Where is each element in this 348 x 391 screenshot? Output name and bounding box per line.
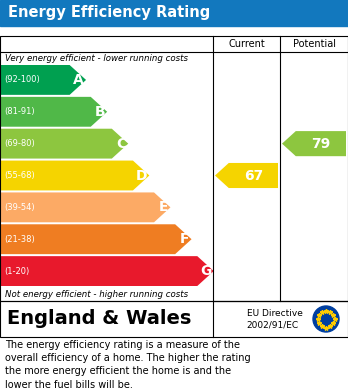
Text: 67: 67 [244,169,263,183]
Text: England & Wales: England & Wales [7,310,191,328]
Text: EU Directive
2002/91/EC: EU Directive 2002/91/EC [247,308,303,329]
Polygon shape [0,161,149,190]
Text: (1-20): (1-20) [4,267,29,276]
Text: (21-38): (21-38) [4,235,35,244]
Circle shape [313,306,339,332]
Text: (92-100): (92-100) [4,75,40,84]
Polygon shape [282,131,346,156]
Text: G: G [200,264,212,278]
Text: F: F [180,232,190,246]
Bar [0,0,348,26]
Polygon shape [0,129,128,159]
Text: E: E [159,200,168,214]
Bar [0,301,348,337]
Text: A: A [73,73,84,87]
Text: (81-91): (81-91) [4,107,34,116]
Text: D: D [136,169,147,183]
Polygon shape [0,224,191,254]
Text: Very energy efficient - lower running costs: Very energy efficient - lower running co… [5,54,188,63]
Polygon shape [215,163,278,188]
Text: Not energy efficient - higher running costs: Not energy efficient - higher running co… [5,290,188,299]
Text: 79: 79 [311,136,331,151]
Polygon shape [0,97,107,127]
Text: Potential: Potential [293,39,335,49]
Polygon shape [0,65,86,95]
Text: Current: Current [228,39,265,49]
Text: B: B [95,105,105,119]
Text: (69-80): (69-80) [4,139,35,148]
Text: (39-54): (39-54) [4,203,34,212]
Text: C: C [116,136,126,151]
Polygon shape [0,256,214,286]
Text: (55-68): (55-68) [4,171,35,180]
Text: Energy Efficiency Rating: Energy Efficiency Rating [8,5,210,20]
Bar [0,36,348,301]
Polygon shape [0,192,171,222]
Text: The energy efficiency rating is a measure of the
overall efficiency of a home. T: The energy efficiency rating is a measur… [5,340,251,389]
